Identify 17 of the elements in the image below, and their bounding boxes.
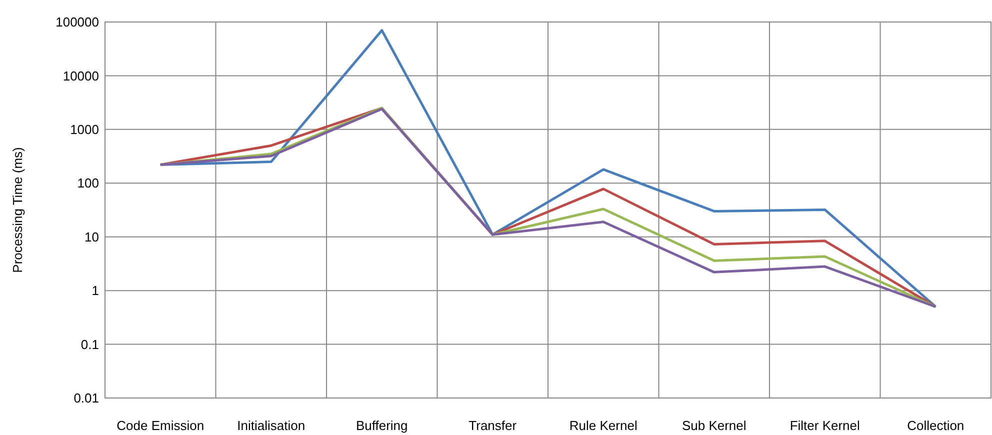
x-tick-label: Collection [907, 418, 964, 433]
x-tick-label: Transfer [468, 418, 518, 433]
x-tick-label: Sub Kernel [682, 418, 746, 433]
x-tick-label: Filter Kernel [790, 418, 860, 433]
y-axis-title: Processing Time (ms) [10, 147, 25, 273]
y-tick-label: 100000 [56, 14, 99, 30]
y-tick-label: 1000 [70, 122, 99, 137]
y-tick-label: 0.1 [80, 336, 99, 352]
x-tick-label: Buffering [356, 418, 408, 433]
x-tick-label: Initialisation [237, 418, 306, 433]
y-tick-label: 10 [84, 229, 99, 244]
x-tick-label: Rule Kernel [569, 418, 638, 433]
y-tick-label: 100 [77, 176, 99, 191]
y-tick-label: 0.01 [74, 390, 99, 406]
x-tick-label: Code Emission [116, 418, 204, 433]
y-tick-label: 10000 [62, 68, 99, 84]
y-tick-label: 1 [92, 283, 99, 298]
